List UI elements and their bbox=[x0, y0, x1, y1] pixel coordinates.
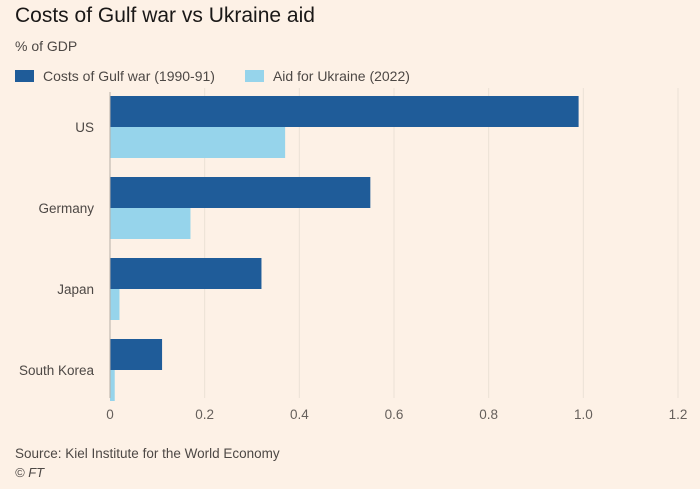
bar-japan-series-0 bbox=[110, 258, 262, 289]
category-label-south-korea: South Korea bbox=[19, 363, 95, 378]
x-tick-label-6: 1.2 bbox=[669, 407, 688, 422]
bar-south-korea-series-0 bbox=[110, 339, 163, 370]
category-label-japan: Japan bbox=[57, 282, 94, 297]
copyright-credit: © FT bbox=[15, 465, 45, 480]
legend-swatch-ukraine-aid bbox=[244, 70, 264, 82]
legend: Costs of Gulf war (1990-91) Aid for Ukra… bbox=[15, 68, 440, 84]
x-tick-label-0: 0 bbox=[106, 407, 114, 422]
bar-germany-series-0 bbox=[110, 177, 371, 208]
source-note: Source: Kiel Institute for the World Eco… bbox=[15, 446, 280, 461]
x-tick-label-2: 0.4 bbox=[290, 407, 309, 422]
bar-japan-series-1 bbox=[110, 289, 120, 320]
legend-item-gulf-war: Costs of Gulf war (1990-91) bbox=[15, 68, 215, 84]
bar-germany-series-1 bbox=[110, 208, 191, 239]
category-label-us: US bbox=[75, 120, 94, 135]
legend-label-gulf-war: Costs of Gulf war (1990-91) bbox=[43, 68, 215, 84]
legend-swatch-gulf-war bbox=[15, 70, 34, 82]
chart-subtitle: % of GDP bbox=[15, 38, 78, 54]
x-tick-label-3: 0.6 bbox=[385, 407, 404, 422]
x-tick-label-4: 0.8 bbox=[479, 407, 498, 422]
legend-label-ukraine-aid: Aid for Ukraine (2022) bbox=[272, 68, 410, 84]
x-tick-label-5: 1.0 bbox=[574, 407, 593, 422]
bar-south-korea-series-1 bbox=[110, 370, 115, 401]
category-label-germany: Germany bbox=[38, 201, 94, 216]
bar-chart: 0 0.2 0.4 0.6 0.8 1.0 1.2 US Germany Japan South K… bbox=[19, 88, 688, 422]
x-tick-label-1: 0.2 bbox=[195, 407, 214, 422]
legend-item-ukraine-aid: Aid for Ukraine (2022) bbox=[244, 68, 410, 84]
chart-title: Costs of Gulf war vs Ukraine aid bbox=[15, 4, 315, 27]
bar-us-series-0 bbox=[110, 96, 579, 127]
bar-us-series-1 bbox=[110, 127, 286, 158]
